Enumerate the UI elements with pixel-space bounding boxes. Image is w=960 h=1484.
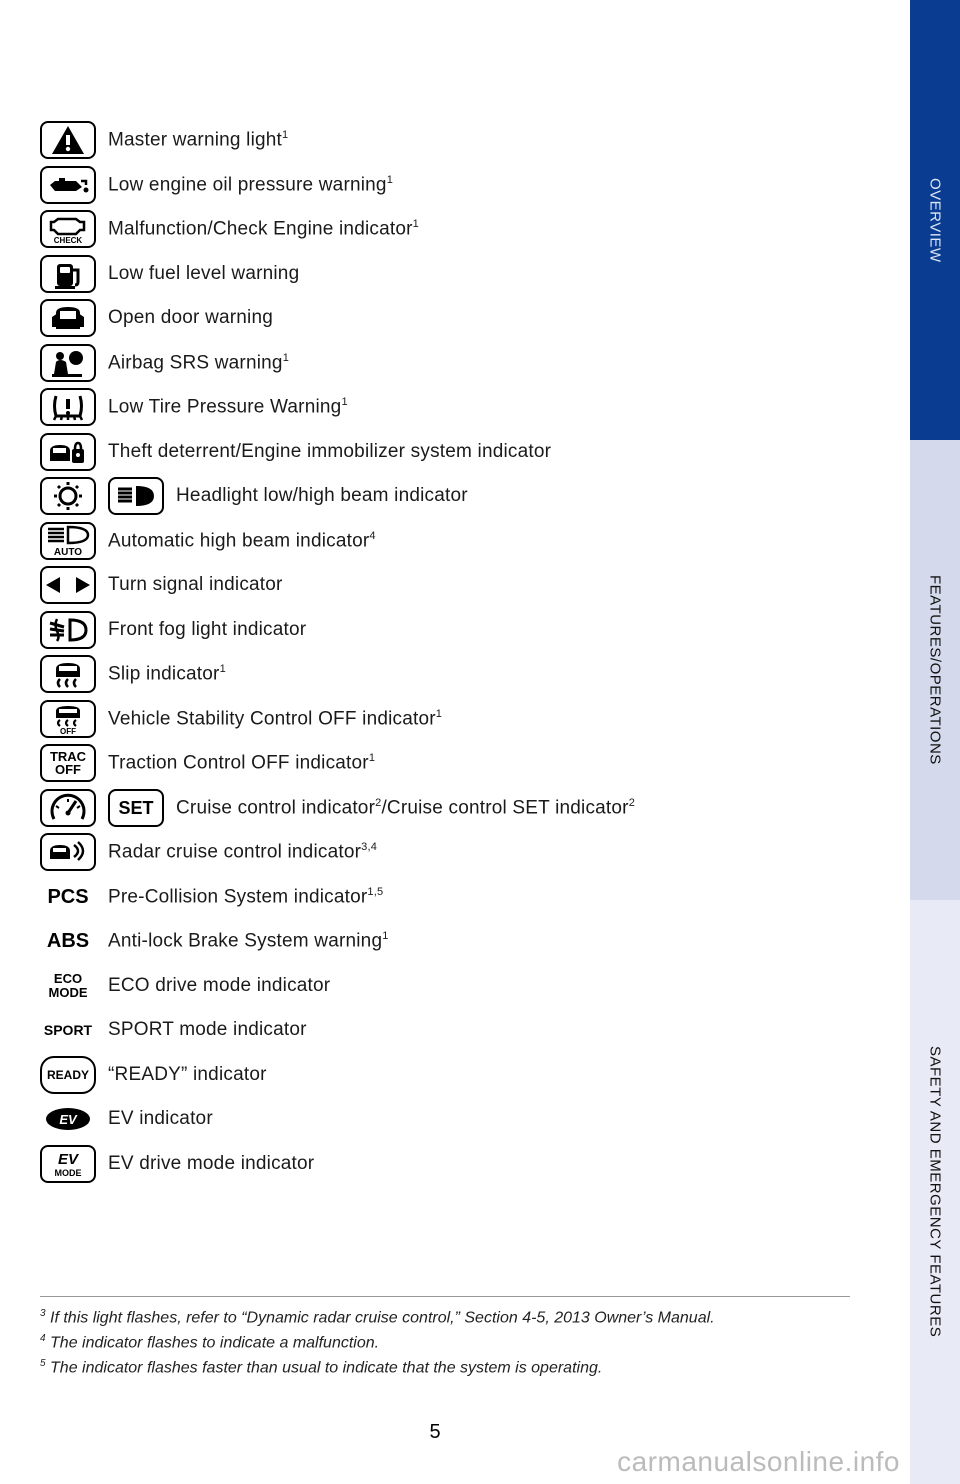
footnotes: 3 If this light flashes, refer to “Dynam…: [40, 1306, 850, 1381]
watermark: carmanualsonline.info: [617, 1446, 900, 1478]
footnote-5: 5 The indicator flashes faster than usua…: [40, 1356, 850, 1381]
svg-text:MODE: MODE: [55, 1168, 82, 1178]
label: Airbag SRS warning1: [108, 352, 289, 374]
radar-cruise-icon: [40, 833, 96, 871]
abs-icon: ABS: [40, 922, 96, 960]
svg-text:EV: EV: [59, 1112, 78, 1127]
label: Headlight low/high beam indicator: [176, 485, 468, 507]
page: Master warning light1 Low engine oil pre…: [0, 0, 960, 1484]
row-master-warning: Master warning light1: [40, 118, 840, 163]
theft-icon: [40, 433, 96, 471]
ev-icon: EV: [40, 1100, 96, 1138]
tab-features[interactable]: FEATURES/OPERATIONS: [910, 440, 960, 900]
row-tire-pressure: Low Tire Pressure Warning1: [40, 385, 840, 430]
row-auto-high-beam: AUTO Automatic high beam indicator4: [40, 519, 840, 564]
row-fog-light: Front fog light indicator: [40, 608, 840, 653]
label: Cruise control indicator2/Cruise control…: [176, 797, 635, 819]
row-airbag: Airbag SRS warning1: [40, 341, 840, 386]
cruise-set-icon: SET: [108, 789, 164, 827]
eco-icon: ECOMODE: [40, 967, 96, 1005]
label: ECO drive mode indicator: [108, 975, 330, 997]
label: Radar cruise control indicator3,4: [108, 841, 377, 863]
row-abs: ABS Anti-lock Brake System warning1: [40, 919, 840, 964]
vsc-off-icon: OFF: [40, 700, 96, 738]
master-warning-icon: [40, 121, 96, 159]
label: Pre-Collision System indicator1,5: [108, 886, 383, 908]
footnote-divider: [40, 1296, 850, 1297]
page-number: 5: [0, 1421, 870, 1444]
label: EV drive mode indicator: [108, 1153, 314, 1175]
headlight-low-icon: [40, 477, 96, 515]
row-ready: READY “READY” indicator: [40, 1053, 840, 1098]
label: EV indicator: [108, 1108, 213, 1130]
label: Turn signal indicator: [108, 574, 283, 596]
side-tabs: OVERVIEW FEATURES/OPERATIONS SAFETY AND …: [910, 0, 960, 1484]
row-open-door: Open door warning: [40, 296, 840, 341]
label: Theft deterrent/Engine immobilizer syste…: [108, 441, 551, 463]
low-fuel-icon: [40, 255, 96, 293]
svg-text:EV: EV: [58, 1151, 80, 1168]
footnote-4: 4 The indicator flashes to indicate a ma…: [40, 1331, 850, 1356]
row-oil-pressure: Low engine oil pressure warning1: [40, 163, 840, 208]
oil-pressure-icon: [40, 166, 96, 204]
label: Open door warning: [108, 307, 273, 329]
row-eco: ECOMODE ECO drive mode indicator: [40, 964, 840, 1009]
row-check-engine: CHECK Malfunction/Check Engine indicator…: [40, 207, 840, 252]
tab-overview[interactable]: OVERVIEW: [910, 0, 960, 440]
row-sport: SPORT SPORT mode indicator: [40, 1008, 840, 1053]
row-ev: EV EV indicator: [40, 1097, 840, 1142]
svg-text:CHECK: CHECK: [54, 236, 83, 244]
indicator-list: Master warning light1 Low engine oil pre…: [40, 118, 840, 1186]
label: Anti-lock Brake System warning1: [108, 930, 389, 952]
check-engine-icon: CHECK: [40, 210, 96, 248]
ev-mode-icon: EVMODE: [40, 1145, 96, 1183]
label: SPORT mode indicator: [108, 1019, 307, 1041]
fog-light-icon: [40, 611, 96, 649]
open-door-icon: [40, 299, 96, 337]
footnote-3: 3 If this light flashes, refer to “Dynam…: [40, 1306, 850, 1331]
trac-off-icon: TRACOFF: [40, 744, 96, 782]
row-ev-mode: EVMODE EV drive mode indicator: [40, 1142, 840, 1187]
turn-signal-icon: [40, 566, 96, 604]
svg-text:OFF: OFF: [60, 727, 76, 735]
airbag-icon: [40, 344, 96, 382]
label: Low fuel level warning: [108, 263, 299, 285]
row-cruise: SET Cruise control indicator2/Cruise con…: [40, 786, 840, 831]
label: Malfunction/Check Engine indicator1: [108, 218, 419, 240]
row-low-fuel: Low fuel level warning: [40, 252, 840, 297]
row-pcs: PCS Pre-Collision System indicator1,5: [40, 875, 840, 920]
label: Vehicle Stability Control OFF indicator1: [108, 708, 442, 730]
headlight-high-icon: [108, 477, 164, 515]
label: Traction Control OFF indicator1: [108, 752, 375, 774]
cruise-icon: [40, 789, 96, 827]
svg-text:AUTO: AUTO: [54, 547, 82, 557]
row-headlight: Headlight low/high beam indicator: [40, 474, 840, 519]
ready-icon: READY: [40, 1056, 96, 1094]
tire-pressure-icon: [40, 388, 96, 426]
label: Automatic high beam indicator4: [108, 530, 376, 552]
sport-icon: SPORT: [40, 1011, 96, 1049]
row-theft: Theft deterrent/Engine immobilizer syste…: [40, 430, 840, 475]
label: Master warning light1: [108, 129, 288, 151]
label: Slip indicator1: [108, 663, 226, 685]
pcs-icon: PCS: [40, 878, 96, 916]
label: “READY” indicator: [108, 1064, 267, 1086]
tab-safety[interactable]: SAFETY AND EMERGENCY FEATURES: [910, 900, 960, 1484]
label: Front fog light indicator: [108, 619, 306, 641]
row-slip: Slip indicator1: [40, 652, 840, 697]
label: Low Tire Pressure Warning1: [108, 396, 348, 418]
row-trac-off: TRACOFF Traction Control OFF indicator1: [40, 741, 840, 786]
row-turn-signal: Turn signal indicator: [40, 563, 840, 608]
auto-high-beam-icon: AUTO: [40, 522, 96, 560]
row-radar-cruise: Radar cruise control indicator3,4: [40, 830, 840, 875]
row-vsc-off: OFF Vehicle Stability Control OFF indica…: [40, 697, 840, 742]
slip-icon: [40, 655, 96, 693]
label: Low engine oil pressure warning1: [108, 174, 393, 196]
